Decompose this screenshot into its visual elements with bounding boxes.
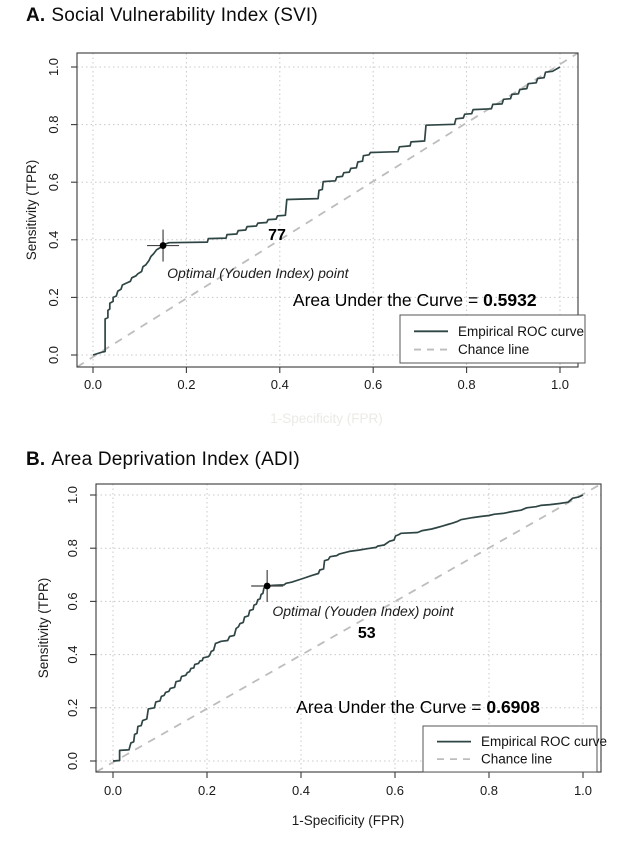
threshold-label: 53 — [358, 625, 376, 642]
panel-b-label: B. — [26, 449, 46, 470]
x-tick-label: 0.4 — [292, 783, 310, 798]
y-tick-label: 0.2 — [65, 699, 80, 717]
legend-box — [422, 725, 598, 773]
panel-b-title-text: Area Deprivation Index (ADI) — [51, 449, 300, 470]
x-tick-label: 0.0 — [104, 783, 122, 798]
legend-entry-label: Chance line — [458, 342, 529, 357]
y-tick-label: 0.8 — [46, 116, 61, 134]
roc-curve-path — [92, 66, 561, 356]
y-tick-label: 0.0 — [65, 752, 80, 770]
optimal-point-dot — [159, 242, 167, 249]
y-tick-label: 1.0 — [65, 486, 80, 504]
x-tick-label: 0.4 — [271, 377, 289, 392]
x-axis-title: 1-Specificity (FPR) — [292, 813, 405, 828]
y-tick-label: 1.0 — [46, 58, 61, 76]
auc-annotation: Area Under the Curve = 0.6908 — [296, 697, 540, 717]
roc-chart-adi: 0.0 0.2 0.4 0.6 0.8 1.0 0.0 0.2 0.4 0.6 0.8 1.0 Sens… — [36, 483, 607, 828]
y-tick-label: 0.2 — [46, 288, 61, 306]
x-tick-label: 0.2 — [177, 377, 195, 392]
x-tick-label: 0.8 — [480, 783, 498, 798]
y-tick-label: 0.4 — [65, 646, 80, 664]
x-tick-label: 0.6 — [364, 377, 382, 392]
threshold-label: 77 — [268, 227, 286, 244]
x-tick-label: 1.0 — [574, 783, 592, 798]
auc-annotation: Area Under the Curve = 0.5932 — [293, 290, 537, 310]
plot-frame — [95, 483, 602, 773]
x-tick-label: 0.6 — [386, 783, 404, 798]
x-tick-label: 0.2 — [198, 783, 216, 798]
y-axis-title: Sensitivity (TPR) — [24, 160, 39, 261]
roc-chart-svi: 0.0 0.2 0.4 0.6 0.8 1.0 0.0 0.2 0.4 0.6 0.8 1.0 Sens… — [24, 52, 586, 426]
optimal-point-caption: Optimal (Youden Index) point — [272, 603, 454, 619]
x-axis-title: 1-Specificity (FPR) — [270, 411, 383, 426]
legend-box — [399, 314, 586, 364]
x-tick-label: 0.8 — [458, 377, 476, 392]
legend-entry-label: Empirical ROC curve — [458, 324, 584, 339]
auc-value: 0.5932 — [483, 290, 537, 310]
chance-line — [95, 483, 602, 773]
roc-curve-path — [112, 494, 584, 762]
panel-a-title-text: Social Vulnerability Index (SVI) — [51, 5, 318, 26]
y-tick-label: 0.0 — [46, 346, 61, 364]
x-tick-label: 1.0 — [551, 377, 569, 392]
optimal-point-dot — [263, 582, 271, 590]
panel-b-title: B. Area Deprivation Index (ADI) — [26, 449, 300, 471]
legend-entry-label: Empirical ROC curve — [481, 734, 607, 749]
y-tick-label: 0.6 — [46, 173, 61, 191]
auc-value: 0.6908 — [486, 697, 540, 717]
x-tick-label: 0.0 — [84, 377, 102, 392]
y-tick-label: 0.8 — [65, 539, 80, 557]
y-axis-title: Sensitivity (TPR) — [36, 578, 51, 679]
y-tick-label: 0.6 — [65, 592, 80, 610]
panel-a-title: A. Social Vulnerability Index (SVI) — [26, 5, 318, 27]
optimal-point-caption: Optimal (Youden Index) point — [167, 265, 349, 281]
legend-entry-label: Chance line — [481, 752, 552, 767]
plot-frame — [76, 52, 579, 368]
y-tick-label: 0.4 — [46, 231, 61, 249]
panel-a-label: A. — [26, 5, 46, 26]
